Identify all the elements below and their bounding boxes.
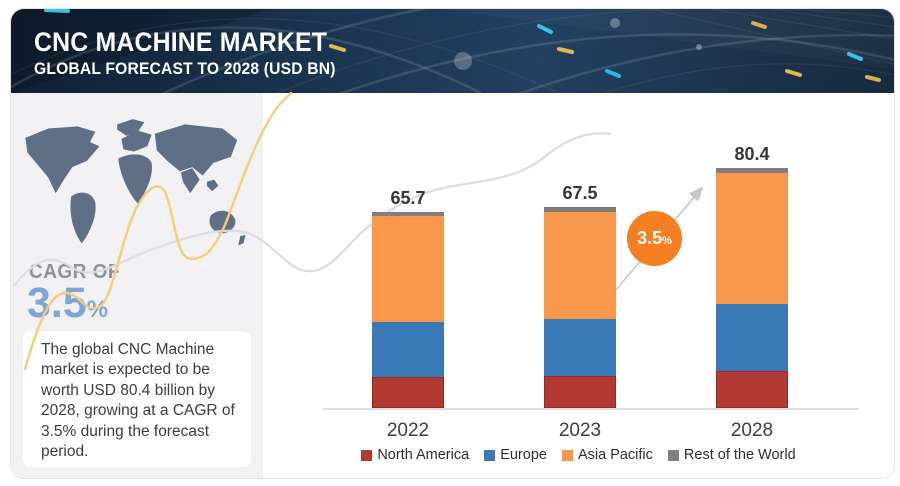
legend-swatch-icon (484, 449, 496, 461)
stacked-bar-chart: North America Europe Asia Pacific Rest of t… (11, 9, 894, 478)
legend-swatch-icon (361, 449, 373, 461)
bar-segment-2022-north-america (372, 376, 444, 408)
legend-label: Asia Pacific (577, 447, 653, 463)
legend-swatch-icon (561, 449, 573, 461)
legend-label: Europe (500, 447, 547, 463)
bar-segment-2023-europe (544, 319, 616, 377)
legend-item-europe: Europe (484, 447, 547, 463)
cagr-annotation-value: 3.5 (637, 228, 663, 248)
infographic-card: CNC MACHINE MARKET GLOBAL FORECAST TO 20… (10, 8, 895, 479)
bar-segment-2028-rest-of-the-world (716, 168, 788, 174)
x-axis-label-2028: 2028 (730, 420, 774, 441)
bar-segment-2023-asia-pacific (544, 211, 616, 320)
bar-segment-2023-north-america (544, 376, 616, 408)
bar-total-label-2028: 80.4 (734, 144, 770, 164)
legend-item-asia-pacific: Asia Pacific (561, 447, 653, 463)
x-axis-label-2023: 2023 (558, 420, 602, 441)
legend-item-north-america: North America (361, 447, 469, 463)
page-title: CNC MACHINE MARKET (34, 27, 328, 57)
bar-segment-2022-asia-pacific (372, 215, 444, 322)
page-subtitle: GLOBAL FORECAST TO 2028 (USD BN) (34, 59, 336, 78)
x-axis-line (323, 408, 859, 410)
bar-segment-2023-rest-of-the-world (544, 206, 616, 212)
legend-item-rest-of-the-world: Rest of the World (667, 447, 796, 463)
bar-total-label-2022: 65.7 (390, 187, 426, 208)
legend-label: Rest of the World (683, 447, 796, 463)
bar-segment-2022-rest-of-the-world (372, 211, 444, 216)
cagr-annotation-badge: 3.5% (627, 211, 682, 266)
chart-legend: North America Europe Asia Pacific Rest of t… (263, 447, 894, 463)
legend-label: North America (377, 447, 470, 463)
bar-segment-2028-north-america (716, 370, 788, 408)
x-axis-label-2022: 2022 (386, 420, 430, 441)
legend-swatch-icon (667, 449, 679, 461)
cagr-annotation-percent-sign: % (662, 235, 672, 247)
bar-segment-2028-asia-pacific (716, 173, 788, 305)
bar-total-label-2023: 67.5 (562, 182, 598, 203)
bar-segment-2028-europe (716, 304, 788, 371)
bar-segment-2022-europe (372, 321, 444, 377)
